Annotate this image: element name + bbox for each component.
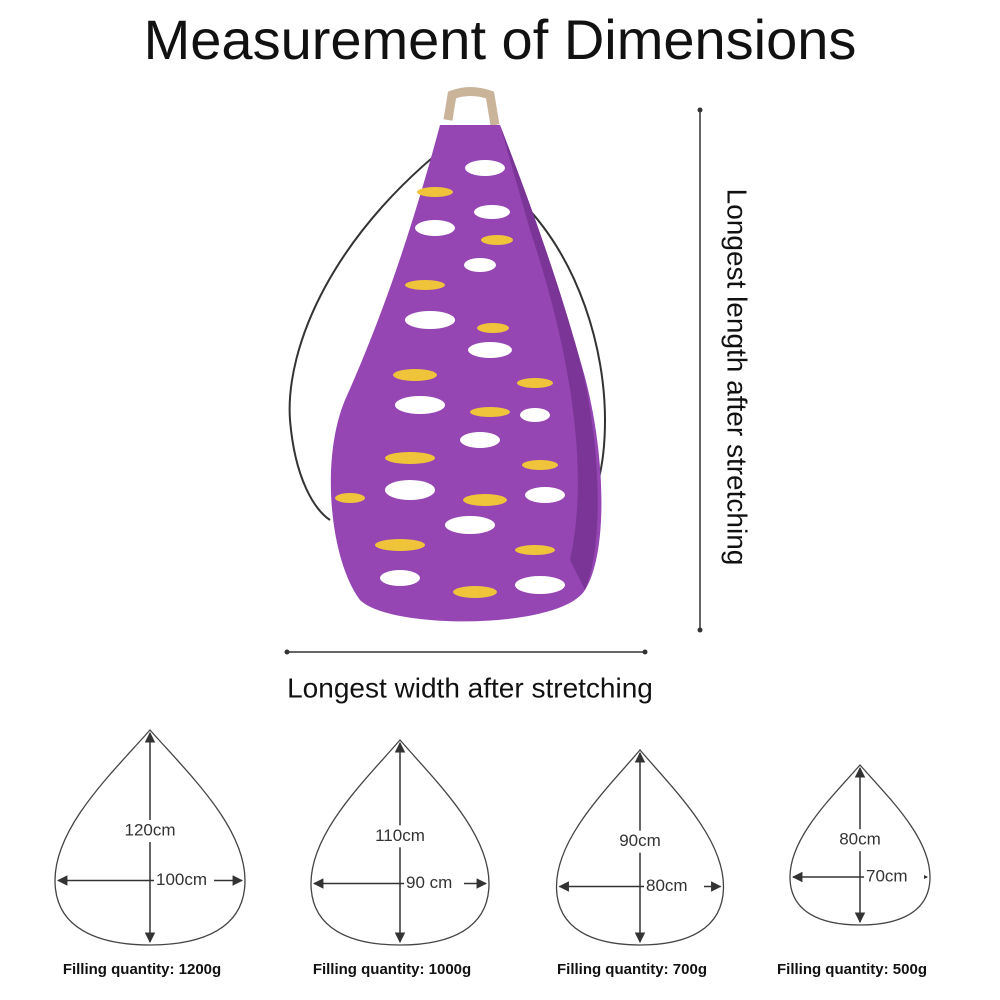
filling-quantity: Filling quantity: 1200g bbox=[63, 961, 221, 978]
product-image bbox=[288, 87, 607, 622]
label-bg bbox=[368, 825, 432, 848]
filling-quantity: Filling quantity: 500g bbox=[777, 961, 927, 978]
width-value: 90 cm bbox=[406, 873, 452, 892]
label-bg bbox=[118, 820, 182, 843]
label-bg bbox=[864, 866, 924, 888]
filling-quantity: Filling quantity: 700g bbox=[557, 961, 707, 978]
bag-outline bbox=[789, 764, 931, 926]
width-value: 70cm bbox=[866, 866, 908, 885]
width-value: 80cm bbox=[646, 876, 688, 895]
filling-quantity: Filling quantity: 1000g bbox=[313, 961, 471, 978]
bag-outline bbox=[555, 749, 725, 946]
length-value: 110cm bbox=[375, 826, 425, 845]
label-bg bbox=[644, 875, 704, 898]
length-value: 120cm bbox=[124, 821, 175, 840]
label-bg bbox=[154, 869, 214, 892]
width-label: Longest width after stretching bbox=[287, 672, 653, 703]
length-value: 90cm bbox=[619, 831, 661, 850]
label-bg bbox=[404, 872, 464, 895]
width-value: 100cm bbox=[156, 870, 207, 889]
length-label: Longest length after stretching bbox=[722, 189, 753, 566]
length-value: 80cm bbox=[839, 830, 881, 849]
bag-outline bbox=[310, 739, 490, 946]
bag-outline bbox=[54, 729, 246, 946]
label-bg bbox=[608, 830, 672, 853]
label-bg bbox=[828, 829, 892, 852]
title: Measurement of Dimensions bbox=[144, 8, 857, 71]
